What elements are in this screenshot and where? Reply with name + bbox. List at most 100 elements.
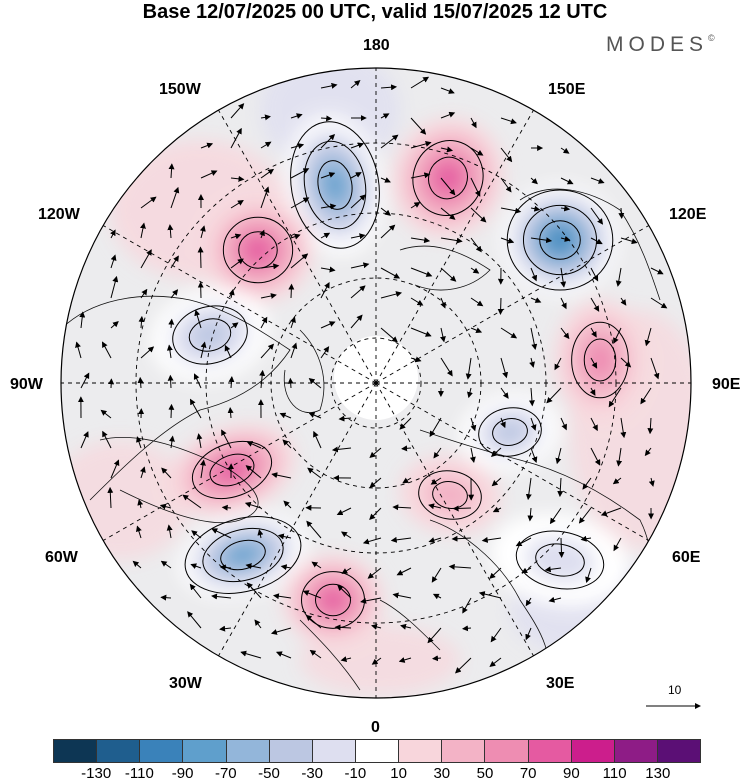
wind-vector xyxy=(470,297,484,307)
wind-vector xyxy=(530,417,537,431)
wind-vector xyxy=(308,412,322,419)
wind-vector xyxy=(341,567,352,574)
wind-vector xyxy=(140,196,157,209)
wind-vector xyxy=(390,536,412,543)
wind-vector xyxy=(75,341,82,359)
wind-vector xyxy=(440,87,455,94)
contour-line xyxy=(535,543,585,577)
wind-vector xyxy=(470,207,487,223)
contour-line xyxy=(188,318,232,352)
wind-vector xyxy=(200,170,218,179)
wind-vector xyxy=(558,537,565,559)
wind-vector xyxy=(170,186,180,209)
wind-vector xyxy=(492,506,502,513)
brand-text: MODES xyxy=(606,33,709,56)
wind-vector xyxy=(380,177,391,183)
wind-vector xyxy=(578,507,592,524)
contour-line xyxy=(209,453,255,487)
wind-vector xyxy=(260,293,277,299)
wind-vector xyxy=(410,117,427,135)
wind-vector xyxy=(224,344,232,359)
wind-vector xyxy=(440,146,453,153)
wind-vector xyxy=(640,387,652,405)
positive-anomaly-shading xyxy=(320,588,346,612)
wind-vector xyxy=(340,656,352,663)
wind-vector xyxy=(467,387,473,399)
wind-vector xyxy=(470,267,480,274)
colorbar-tick-label: -50 xyxy=(258,765,280,782)
wind-vector xyxy=(431,655,442,662)
wind-vector xyxy=(219,625,232,632)
wind-vector xyxy=(308,378,322,389)
lon-label-30w: 30W xyxy=(169,675,202,692)
wind-vector xyxy=(260,263,280,270)
wind-vector xyxy=(491,477,502,487)
wind-vectors-layer xyxy=(75,76,668,674)
wind-vector xyxy=(402,477,412,484)
wind-vector xyxy=(259,229,265,239)
coastline xyxy=(283,329,325,413)
wind-vector xyxy=(448,563,472,570)
wind-vector xyxy=(369,507,382,521)
wind-vector xyxy=(221,504,232,511)
wind-vector xyxy=(334,624,352,631)
wind-vector xyxy=(392,504,412,511)
copyright-mark: © xyxy=(708,33,715,43)
wind-vector xyxy=(589,387,596,396)
wind-vector xyxy=(500,357,509,379)
coastlines-layer xyxy=(61,188,661,691)
wind-vector xyxy=(260,316,268,329)
wind-vector xyxy=(380,291,403,299)
colorbar-swatch xyxy=(54,740,98,762)
wind-vector xyxy=(428,503,442,510)
wind-vector xyxy=(470,237,482,253)
wind-vector xyxy=(590,357,598,369)
wind-vector xyxy=(590,177,605,184)
wind-vector xyxy=(431,567,442,583)
wind-vector xyxy=(525,627,532,641)
wind-vector xyxy=(430,477,442,485)
wind-vector xyxy=(650,357,660,380)
wind-vector xyxy=(400,623,412,630)
contour-line xyxy=(315,583,351,617)
contour-line xyxy=(184,516,302,594)
wind-vector xyxy=(139,466,146,479)
contour-line xyxy=(478,407,542,457)
wind-vector xyxy=(362,537,382,545)
wind-vector xyxy=(396,567,412,576)
wind-vector xyxy=(429,417,442,438)
wind-vector xyxy=(290,253,309,269)
wind-vector xyxy=(580,535,592,542)
wind-vector xyxy=(380,224,396,239)
lon-label-150w: 150W xyxy=(159,81,201,98)
wind-vector xyxy=(79,311,86,329)
negative-anomaly-shading xyxy=(550,230,570,250)
wind-vector xyxy=(259,369,266,389)
wind-vector xyxy=(500,417,506,429)
wind-vector xyxy=(309,649,322,659)
wind-vector xyxy=(197,246,204,269)
colorbar-tick-labels: -130 -110 -90 -70 -50 -30 -10 10 30 50 70 90 110 130 xyxy=(53,765,701,783)
wind-vector xyxy=(433,447,442,459)
wind-vector xyxy=(221,429,232,449)
positive-anomaly-shading xyxy=(216,458,248,482)
wind-vector xyxy=(549,507,562,525)
wind-vector xyxy=(470,417,477,432)
wind-vector xyxy=(260,141,272,149)
positive-anomaly-shading xyxy=(425,475,475,515)
lon-label-180: 180 xyxy=(363,37,390,54)
wind-vector xyxy=(170,289,179,299)
lon-label-90w: 90W xyxy=(10,376,43,393)
colorbar-tick-label: -10 xyxy=(344,765,367,782)
wind-vector xyxy=(560,236,571,242)
wind-vector xyxy=(432,593,442,600)
wind-vector xyxy=(582,477,592,490)
wind-vector xyxy=(350,142,365,149)
wind-vector xyxy=(500,327,518,339)
wind-vector xyxy=(159,503,172,510)
wind-vector xyxy=(440,297,446,309)
wind-vector xyxy=(410,141,432,149)
colorbar-tick-label: 50 xyxy=(476,765,494,782)
wind-vector xyxy=(500,237,515,244)
